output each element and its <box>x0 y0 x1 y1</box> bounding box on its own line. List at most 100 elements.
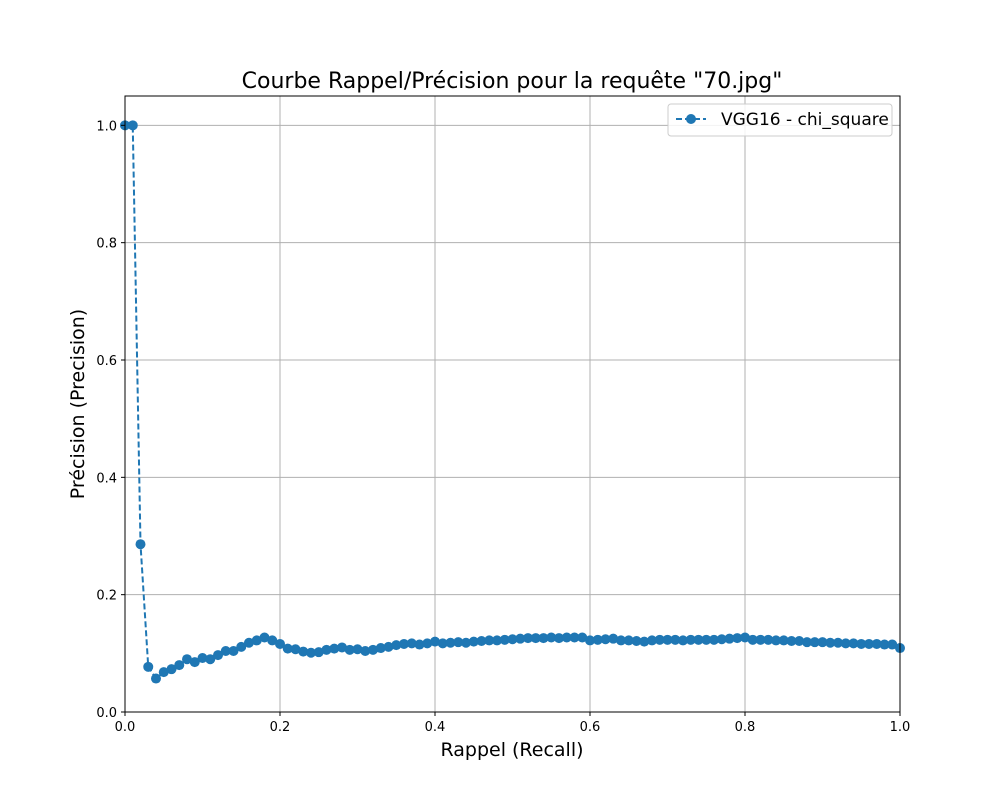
data-point <box>802 637 812 648</box>
data-point <box>290 644 301 655</box>
data-point <box>778 635 789 646</box>
data-point <box>871 638 882 649</box>
data-point <box>220 645 231 656</box>
data-point <box>445 637 456 648</box>
ticks: 0.0 0.2 0.4 0.6 0.8 1.0 0.0 0.2 0.4 0.6 0.8 1.0 <box>96 119 910 735</box>
plot-area <box>120 120 905 684</box>
data-point <box>422 638 433 649</box>
data-point <box>414 639 425 650</box>
y-tick-label: 0.8 <box>96 237 117 252</box>
y-tick-label: 0.4 <box>96 471 117 486</box>
data-point <box>251 635 262 646</box>
data-point <box>127 120 138 131</box>
x-tick-label: 0.8 <box>735 720 756 735</box>
data-point <box>825 637 836 648</box>
data-point <box>685 634 696 645</box>
data-point <box>368 644 378 655</box>
data-point <box>701 634 712 645</box>
data-point <box>794 636 805 647</box>
data-point <box>205 654 216 665</box>
x-tick-label: 0.2 <box>270 720 291 735</box>
data-point <box>360 645 371 656</box>
data-point <box>492 635 502 646</box>
data-point <box>499 634 510 645</box>
data-point <box>515 633 526 644</box>
data-point <box>732 633 743 644</box>
axes-frame <box>124 95 901 713</box>
data-point <box>538 633 549 644</box>
data-point <box>716 634 727 645</box>
data-point <box>709 634 719 645</box>
data-point <box>259 632 270 643</box>
data-point <box>406 638 417 649</box>
x-tick-label: 1.0 <box>890 720 911 735</box>
data-point <box>654 634 665 645</box>
data-point <box>166 664 177 675</box>
data-point <box>817 637 828 648</box>
data-point <box>623 635 634 646</box>
data-point <box>763 634 774 645</box>
data-point <box>453 637 464 648</box>
data-point <box>507 634 518 645</box>
data-point <box>298 646 309 657</box>
data-point <box>647 635 657 646</box>
x-axis-label: Rappel (Recall) <box>440 739 583 761</box>
data-point <box>561 632 572 643</box>
data-point <box>391 640 402 651</box>
y-tick-label: 0.0 <box>96 706 117 721</box>
data-point <box>786 636 797 647</box>
data-point <box>887 639 898 650</box>
data-point <box>468 636 479 647</box>
data-point <box>546 632 557 643</box>
y-tick-label: 0.6 <box>96 354 117 369</box>
legend: VGG16 - chi_square <box>667 103 893 137</box>
data-point <box>639 636 650 647</box>
data-point <box>476 636 487 647</box>
x-tick-label: 0.4 <box>425 720 446 735</box>
data-point <box>600 634 611 645</box>
data-point <box>523 633 533 644</box>
data-point <box>244 637 254 648</box>
y-axis-label: Précision (Precision) <box>67 309 89 499</box>
data-point <box>554 633 564 644</box>
data-point <box>174 660 185 671</box>
data-point <box>236 641 247 652</box>
x-tick-label: 0.6 <box>580 720 601 735</box>
grid <box>124 96 901 713</box>
legend-point-marker <box>686 114 696 124</box>
data-point <box>352 644 363 655</box>
chart-title: Courbe Rappel/Précision pour la requête … <box>242 69 783 94</box>
data-point <box>724 633 735 644</box>
data-point <box>662 634 673 645</box>
x-tick-label: 0.0 <box>115 720 136 735</box>
data-point <box>693 634 704 645</box>
data-point <box>461 637 471 648</box>
data-point <box>213 650 223 661</box>
y-tick-label: 1.0 <box>96 119 117 134</box>
data-point <box>228 645 239 656</box>
data-point <box>399 638 409 649</box>
data-point <box>306 647 316 658</box>
data-point <box>189 657 200 668</box>
data-point <box>616 635 626 646</box>
data-point <box>864 638 874 649</box>
data-point <box>670 634 681 645</box>
data-point <box>158 667 169 678</box>
data-point <box>151 673 161 684</box>
data-point <box>840 638 851 649</box>
data-point <box>267 635 278 646</box>
data-point <box>344 644 355 655</box>
data-point <box>282 643 293 654</box>
data-point <box>430 636 440 647</box>
data-point <box>383 641 394 652</box>
y-tick-label: 0.2 <box>96 589 117 604</box>
data-point <box>569 632 580 643</box>
data-point <box>856 638 867 649</box>
data-point <box>182 654 192 665</box>
data-point <box>337 642 347 653</box>
legend-entry-label: VGG16 - chi_square <box>721 110 889 130</box>
data-point <box>678 635 688 646</box>
data-point <box>484 635 495 646</box>
data-point <box>135 539 146 550</box>
